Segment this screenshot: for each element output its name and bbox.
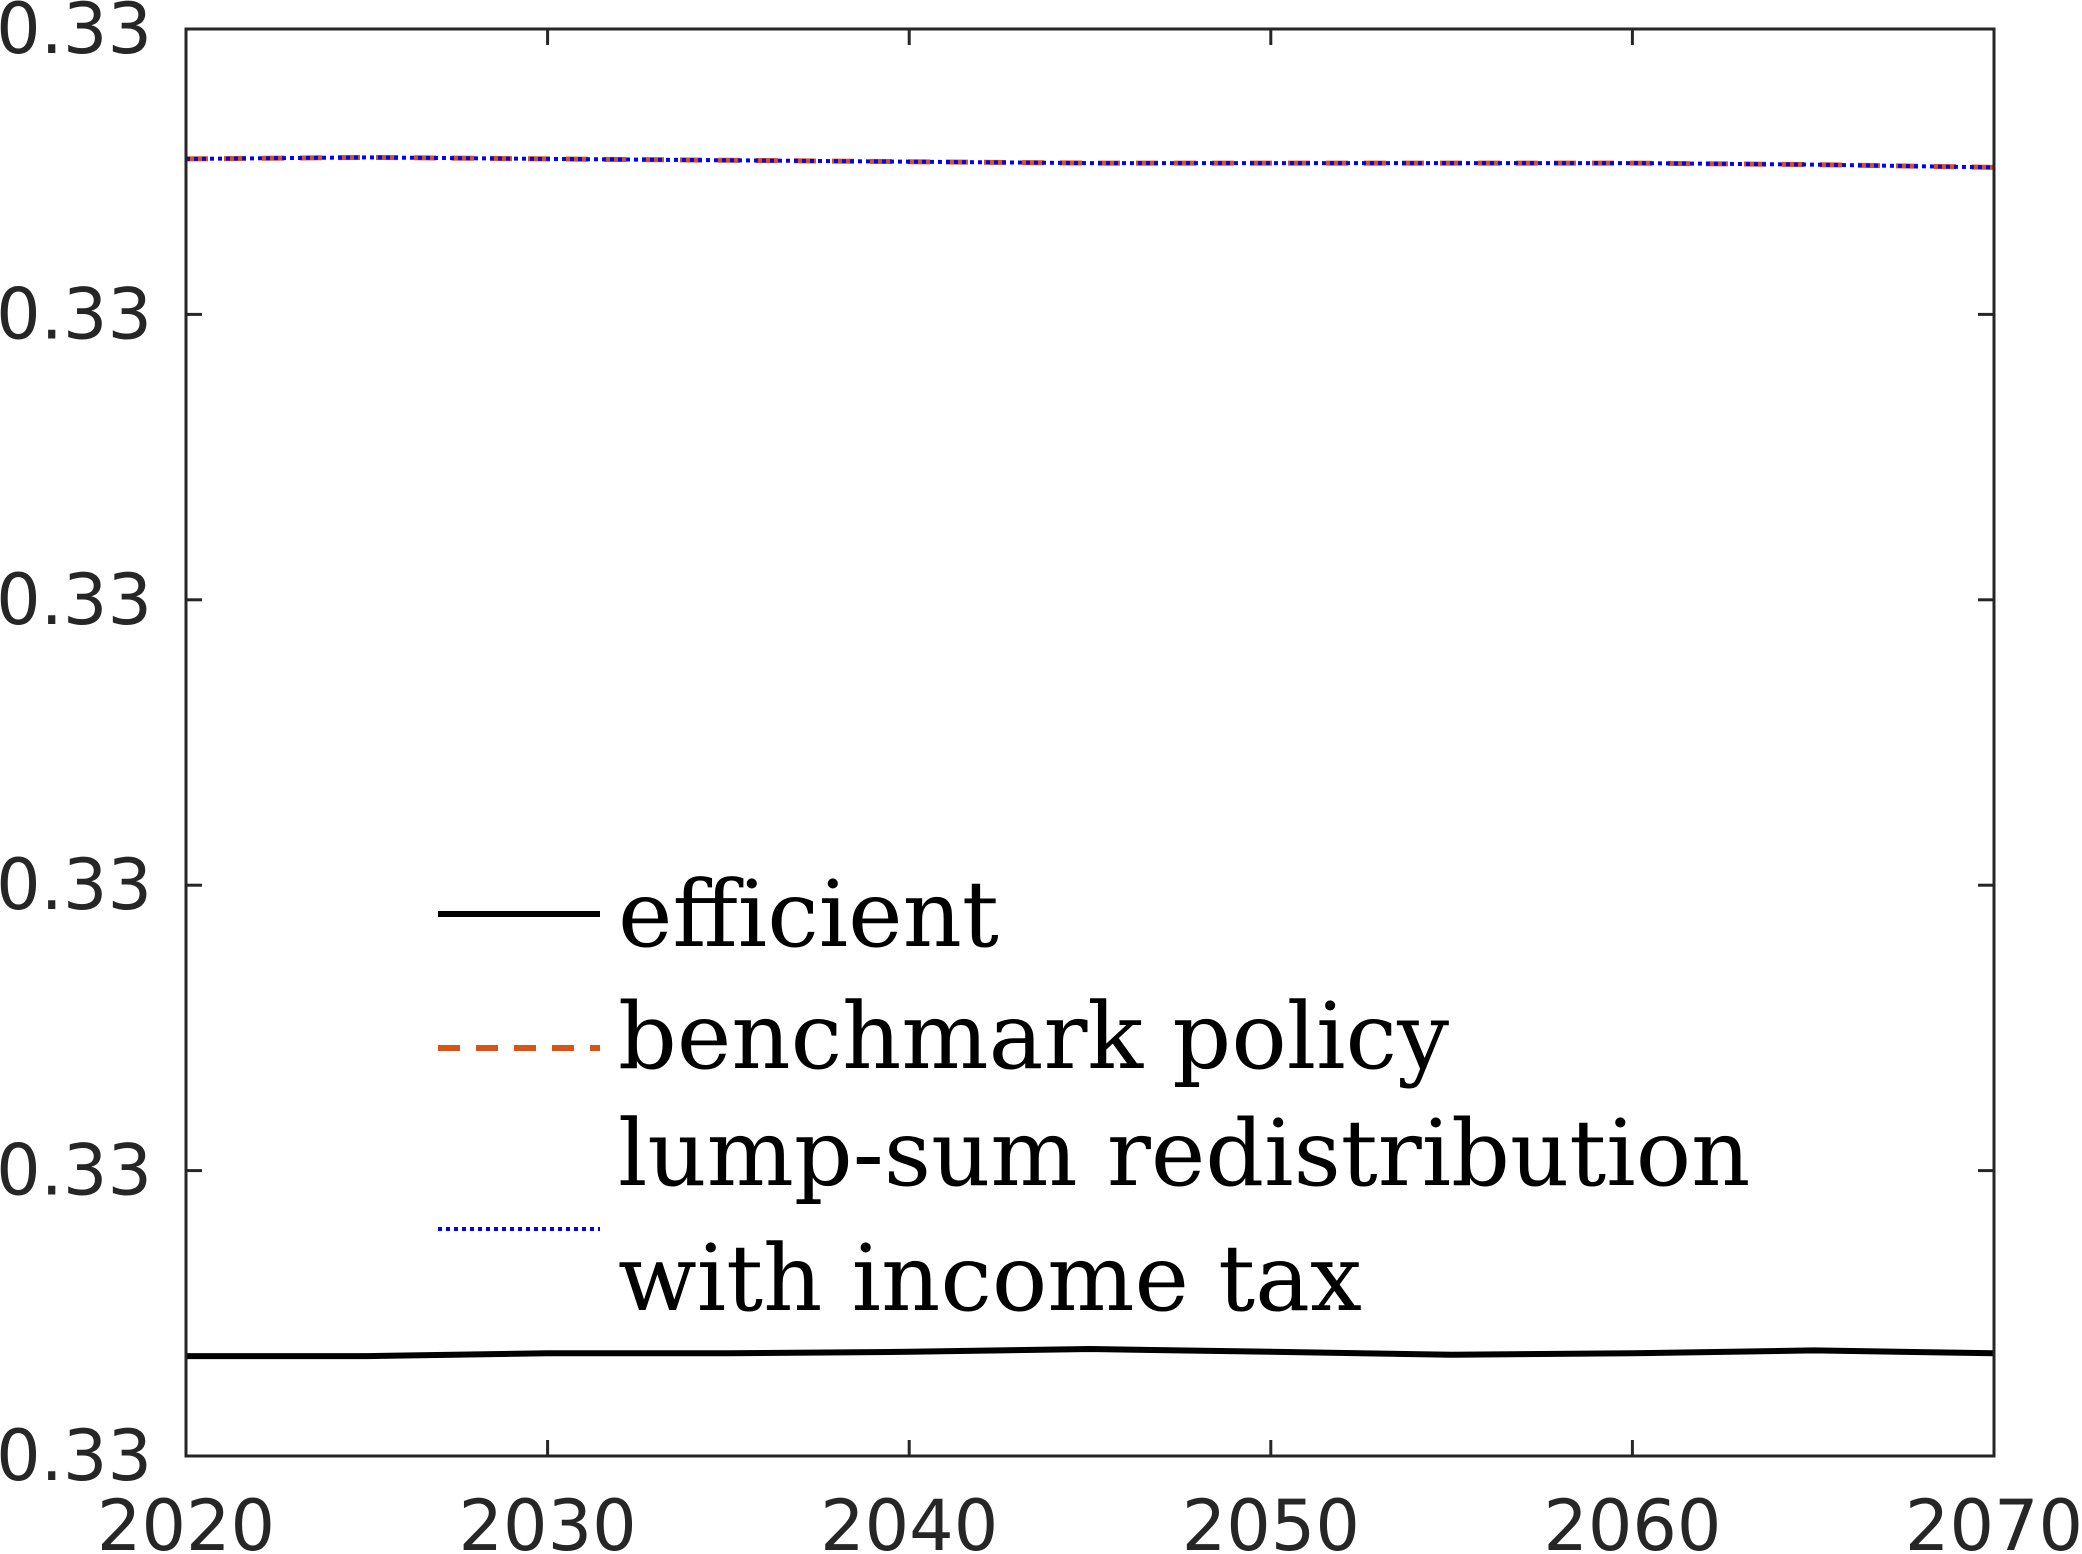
series-line-efficient [186, 1346, 1995, 1360]
y-tick-label-4: 0.33 [0, 273, 152, 355]
series-line-lump-sum-redistribution [185, 155, 1995, 170]
x-tick-label-2: 2040 [820, 1485, 998, 1554]
y-tick-label-5: 0.33 [0, 0, 152, 70]
y-tick-label-0: 0.33 [0, 1415, 152, 1497]
legend-label-lump-sum-redistribution-line2: with income tax [618, 1225, 1362, 1332]
legend: efficient benchmark policy lump-sum redi… [438, 861, 1750, 1332]
axis-ticks [184, 27, 1996, 1458]
legend-label-benchmark-policy: benchmark policy [618, 983, 1449, 1090]
x-tick-label-1: 2030 [459, 1485, 637, 1554]
x-tick-label-4: 2060 [1543, 1485, 1721, 1554]
x-tick-label-3: 2050 [1182, 1485, 1360, 1554]
legend-label-lump-sum-redistribution-line1: lump-sum redistribution [618, 1100, 1750, 1207]
axes-box [184, 27, 1996, 1458]
legend-label-efficient: efficient [618, 861, 999, 968]
y-tick-label-1: 0.33 [0, 1130, 152, 1212]
x-tick-label-0: 2020 [97, 1485, 275, 1554]
x-tick-label-5: 2070 [1905, 1485, 2082, 1554]
y-tick-label-3: 0.33 [0, 559, 152, 641]
plot-lines [185, 154, 1995, 1360]
y-tick-label-2: 0.33 [0, 844, 152, 926]
